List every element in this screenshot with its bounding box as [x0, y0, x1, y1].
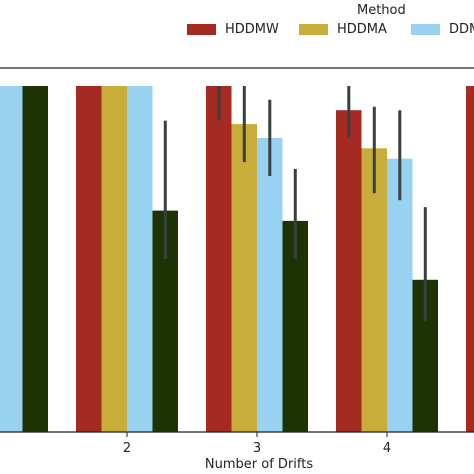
error-bars-layer [163, 86, 427, 322]
legend-item-ddm: DDM [411, 22, 474, 37]
x-tick-label-3: 3 [253, 441, 261, 456]
bar-series2-cat2 [127, 86, 153, 432]
bar-series2-cat1 [0, 86, 23, 432]
bar-series1-cat4 [361, 148, 387, 433]
bar-series0-cat3 [206, 86, 232, 432]
bar-series2-cat4 [387, 158, 413, 432]
x-tick-label-2: 2 [123, 441, 131, 456]
bar-series1-cat3 [231, 124, 257, 432]
bar-series3-cat1 [22, 86, 48, 432]
bar-series2-cat3 [257, 137, 283, 432]
legend-label-ddm: DDM [449, 22, 474, 37]
x-tick-label-4: 4 [383, 441, 391, 456]
legend-title: Method [357, 3, 406, 18]
legend-swatch-hddmw [187, 24, 216, 35]
legend-swatch-hddma [299, 24, 328, 35]
x-axis-label: Number of Drifts [205, 457, 313, 472]
bar-series1-cat2 [101, 86, 127, 432]
legend-swatch-ddm [411, 24, 440, 35]
bars-layer [0, 86, 474, 433]
legend-item-hddma: HDDMA [299, 22, 387, 37]
x-ticks-layer: 2 3 4 [123, 432, 391, 456]
legend-item-hddmw: HDDMW [187, 22, 279, 37]
bar-series0-cat4 [336, 110, 362, 432]
legend-label-hddma: HDDMA [337, 22, 387, 37]
legend: HDDMW HDDMA DDM [0, 22, 474, 42]
bar-series0-cat2 [76, 86, 102, 432]
bar-series0-cat5 [466, 86, 474, 432]
legend-label-hddmw: HDDMW [225, 22, 279, 37]
